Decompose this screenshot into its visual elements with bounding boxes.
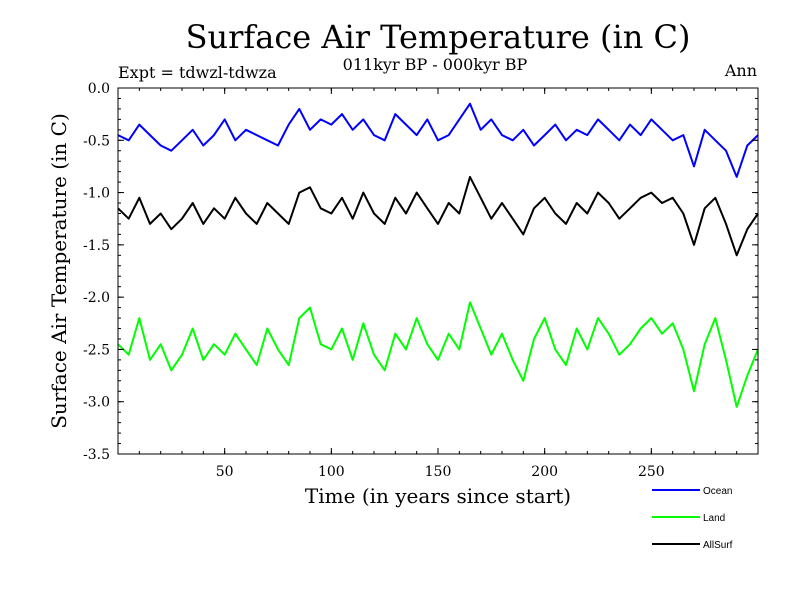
axis-ticks: 0.0 -0.5 -1.0 -1.5 -2.0 -2.5 -3.0 -3.5 50 100 150 2… xyxy=(83,81,758,480)
y-tick-label: -3.0 xyxy=(83,395,110,411)
series-line-ocean xyxy=(117,102,759,178)
x-tick-label: 250 xyxy=(638,464,665,480)
x-axis-label: Time (in years since start) xyxy=(305,484,571,508)
y-tick-label: -2.5 xyxy=(83,342,110,358)
legend-label-ocean: Ocean xyxy=(703,486,732,497)
x-tick-label: 200 xyxy=(531,464,558,480)
x-tick-label: 100 xyxy=(318,464,345,480)
experiment-label: Expt = tdwzl-tdwza xyxy=(118,63,277,82)
series-line-allsurf xyxy=(117,175,759,257)
legend: Ocean Land AllSurf xyxy=(652,486,733,551)
x-tick-label: 150 xyxy=(425,464,452,480)
chart-title: Surface Air Temperature (in C) xyxy=(186,18,691,56)
y-tick-label: -1.0 xyxy=(83,186,110,202)
legend-label-allsurf: AllSurf xyxy=(703,540,733,551)
series-layer xyxy=(117,102,759,408)
y-tick-label: 0.0 xyxy=(88,81,110,97)
plot-frame xyxy=(117,87,759,455)
season-label: Ann xyxy=(724,61,757,80)
y-tick-label: -1.5 xyxy=(83,238,110,254)
x-tick-label: 50 xyxy=(216,464,234,480)
y-tick-label: -0.5 xyxy=(83,133,110,149)
chart-subtitle: 011kyr BP - 000kyr BP xyxy=(343,55,528,74)
legend-label-land: Land xyxy=(703,513,725,524)
y-tick-label: -2.0 xyxy=(83,290,110,306)
y-tick-label: -3.5 xyxy=(83,447,110,463)
series-line-land xyxy=(117,301,759,408)
y-axis-label: Surface Air Temperature (in C) xyxy=(47,113,71,429)
